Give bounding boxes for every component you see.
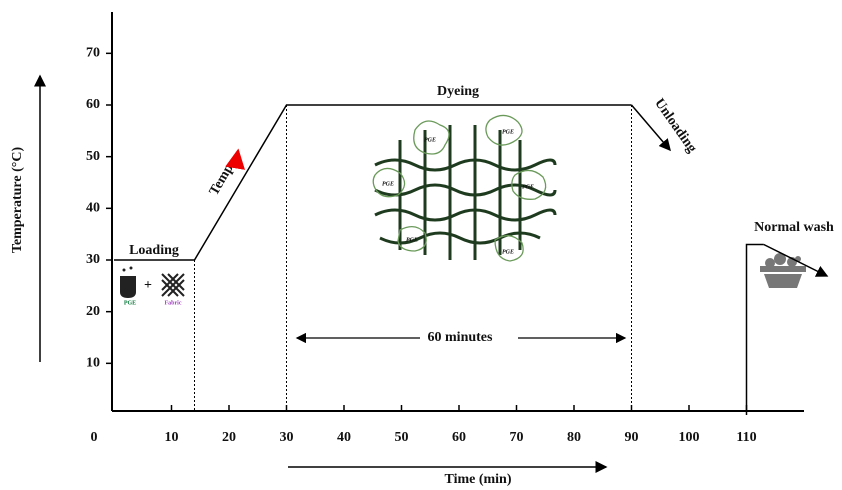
fabric-label: PGE [406, 237, 418, 243]
fabric-label: PGE [522, 184, 534, 190]
y-tick-label: 10 [86, 356, 100, 371]
x-tick-label: 10 [165, 430, 179, 445]
x-tick-label: 0 [91, 430, 98, 445]
x-tick-label: 50 [395, 430, 409, 445]
pge-blobs [372, 114, 547, 262]
icon-label: PGE [124, 300, 136, 306]
y-tick-label: 60 [86, 97, 100, 112]
temperature-line [745, 243, 764, 415]
temp-arrow [225, 148, 245, 170]
temperature-line [114, 104, 632, 261]
x-tick-label: 100 [679, 430, 700, 445]
y-tick-label: 40 [86, 201, 100, 216]
fabric-label: PGE [502, 129, 514, 135]
icon-label: Fabric [165, 300, 182, 306]
x-tick-label: 110 [736, 430, 756, 445]
y-tick-label: 20 [86, 304, 100, 319]
y-tick-label: 70 [86, 46, 100, 61]
beaker-icon [120, 266, 136, 298]
annotation: 60 minutes [428, 330, 494, 345]
x-axis-label: Time (min) [444, 472, 511, 487]
x-tick-label: 70 [510, 430, 524, 445]
fabric-label: PGE [424, 137, 436, 143]
wash-arrow [763, 243, 829, 277]
y-axis-label: Temperature (°C) [10, 147, 25, 254]
y-tick-label: 50 [86, 149, 100, 164]
x-tick-label: 40 [337, 430, 351, 445]
x-tick-label: 90 [625, 430, 639, 445]
annotation: Normal wash [754, 220, 834, 235]
fabric-label: PGE [382, 181, 394, 187]
unloading-arrow [630, 104, 671, 152]
x-tick-label: 60 [452, 430, 466, 445]
wash-basin-icon [760, 253, 806, 288]
annotation: Unloading [651, 96, 699, 156]
annotation: Dyeing [437, 84, 479, 99]
fabric-icon [374, 125, 557, 260]
y-tick-label: 30 [86, 252, 100, 267]
x-tick-label: 80 [567, 430, 581, 445]
x-tick-label: 30 [280, 430, 294, 445]
fabric-small-icon [161, 273, 185, 297]
annotation: Temp [207, 161, 237, 198]
fabric-label: PGE [502, 249, 514, 255]
x-tick-label: 20 [222, 430, 236, 445]
annotation: Loading [129, 243, 179, 258]
plus: + [144, 278, 152, 293]
